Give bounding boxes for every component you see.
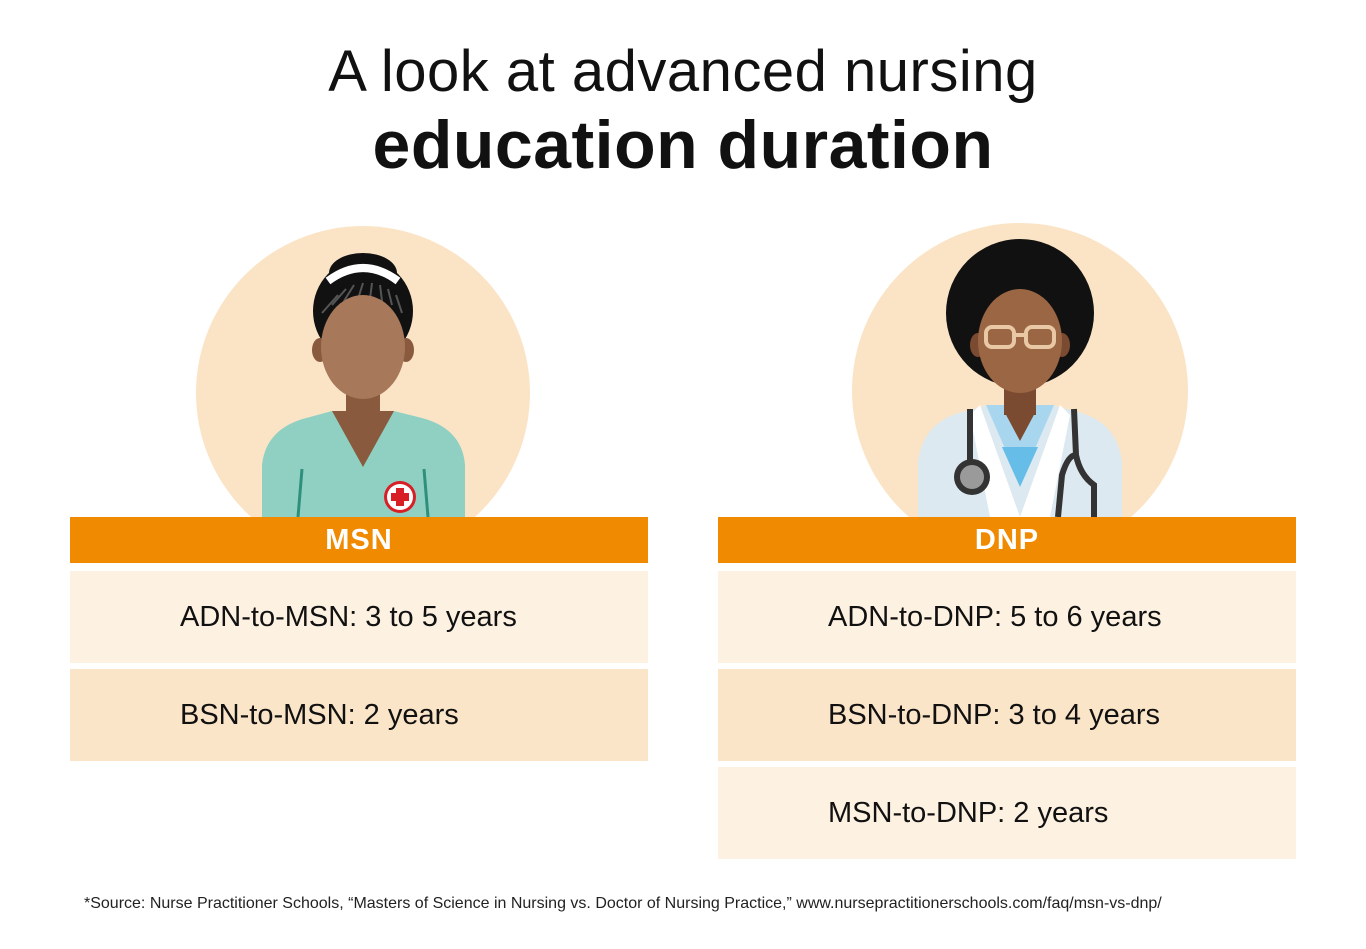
msn-row-bsn: BSN-to-MSN: 2 years — [70, 669, 648, 761]
dnp-header: DNP — [718, 517, 1296, 563]
title-line-2: education duration — [372, 107, 994, 183]
nurse-icon — [196, 226, 530, 517]
doctor-icon — [852, 223, 1188, 517]
source-footnote: *Source: Nurse Practitioner Schools, “Ma… — [84, 895, 1162, 912]
dnp-row-bsn: BSN-to-DNP: 3 to 4 years — [718, 669, 1296, 761]
msn-header: MSN — [70, 517, 648, 563]
title-line-1: A look at advanced nursing — [328, 39, 1038, 104]
dnp-row-msn: MSN-to-DNP: 2 years — [718, 767, 1296, 859]
msn-row-adn: ADN-to-MSN: 3 to 5 years — [70, 571, 648, 663]
dnp-row-adn: ADN-to-DNP: 5 to 6 years — [718, 571, 1296, 663]
nurse-illustration — [70, 215, 648, 517]
doctor-illustration — [718, 215, 1296, 517]
